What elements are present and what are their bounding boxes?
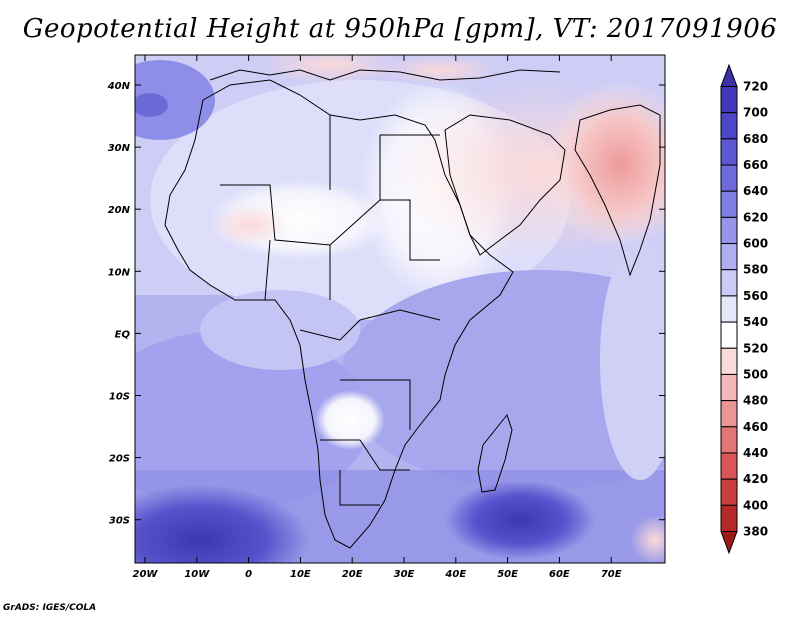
lon-label: 10W bbox=[184, 569, 210, 580]
colorbar-top-arrow bbox=[720, 63, 738, 87]
colorbar-label: 680 bbox=[743, 132, 768, 146]
colorbar-label: 640 bbox=[743, 184, 768, 198]
colorbar-swatch bbox=[720, 347, 738, 375]
colorbar-swatch bbox=[720, 269, 738, 297]
colorbar-swatch bbox=[720, 504, 738, 532]
colorbar-label: 600 bbox=[743, 237, 768, 251]
lon-label: 60E bbox=[549, 569, 570, 580]
colorbar-swatch bbox=[720, 373, 738, 402]
colorbar-label: 560 bbox=[743, 289, 768, 303]
lon-label: 20W bbox=[133, 569, 159, 580]
coastlines bbox=[164, 69, 661, 549]
grads-credit: GrADS: IGES/COLA bbox=[3, 603, 97, 613]
lat-label: 20N bbox=[108, 205, 131, 216]
lat-label: 40N bbox=[107, 81, 131, 92]
lon-label: 10E bbox=[290, 569, 311, 580]
lon-label: 20E bbox=[342, 569, 363, 580]
colorbar-swatch bbox=[720, 426, 738, 454]
colorbar-label: 460 bbox=[743, 420, 768, 434]
lon-label: 70E bbox=[601, 569, 622, 580]
colorbar-swatch bbox=[720, 478, 738, 506]
chart-title: Geopotential Height at 950hPa [gpm], VT:… bbox=[22, 14, 778, 44]
colorbar-label: 420 bbox=[743, 472, 768, 486]
colorbar-swatch bbox=[720, 452, 738, 480]
colorbar-label: 440 bbox=[743, 446, 768, 460]
colorbar-swatch bbox=[720, 112, 738, 140]
colorbar-label: 540 bbox=[743, 315, 768, 329]
colorbar-label: 700 bbox=[743, 106, 768, 120]
colorbar-swatch bbox=[720, 190, 738, 218]
colorbar-swatch bbox=[720, 243, 738, 271]
lon-label: 0 bbox=[245, 569, 252, 580]
latitude-axis: 40N 30N 20N 10N EQ 10S 20S 30S bbox=[107, 81, 665, 527]
lat-label: EQ bbox=[115, 329, 131, 340]
map-frame bbox=[134, 54, 666, 564]
colorbar-label: 380 bbox=[743, 525, 768, 539]
colorbar: 720 700 680 660 640 620 600 580 560 540 520 500 480 4… bbox=[720, 63, 768, 555]
lat-label: 30S bbox=[109, 516, 130, 527]
colorbar-bottom-arrow bbox=[720, 531, 738, 555]
lon-label: 30E bbox=[394, 569, 415, 580]
colorbar-label: 500 bbox=[743, 367, 768, 381]
geopotential-field bbox=[135, 55, 665, 563]
colorbar-swatch bbox=[720, 164, 738, 192]
colorbar-label: 620 bbox=[743, 210, 768, 224]
longitude-axis: 20W 10W 0 10E 20E 30E 40E 50E 60E 70E bbox=[133, 55, 622, 580]
colorbar-swatch bbox=[720, 216, 738, 245]
colorbar-label: 720 bbox=[743, 80, 768, 94]
colorbar-label: 480 bbox=[743, 394, 768, 408]
lat-label: 10N bbox=[108, 267, 131, 278]
lat-label: 20S bbox=[109, 454, 130, 465]
lat-label: 30N bbox=[108, 143, 131, 154]
colorbar-label: 520 bbox=[743, 341, 768, 355]
colorbar-swatch bbox=[720, 138, 738, 166]
colorbar-swatch bbox=[720, 295, 738, 323]
lat-label: 10S bbox=[109, 392, 130, 403]
colorbar-swatch bbox=[720, 321, 738, 349]
colorbar-label: 400 bbox=[743, 498, 768, 512]
lon-label: 40E bbox=[444, 569, 466, 580]
colorbar-swatch bbox=[720, 86, 738, 114]
colorbar-label: 660 bbox=[743, 158, 768, 172]
colorbar-label: 580 bbox=[743, 263, 768, 277]
lon-label: 50E bbox=[497, 569, 518, 580]
colorbar-swatch bbox=[720, 400, 738, 428]
